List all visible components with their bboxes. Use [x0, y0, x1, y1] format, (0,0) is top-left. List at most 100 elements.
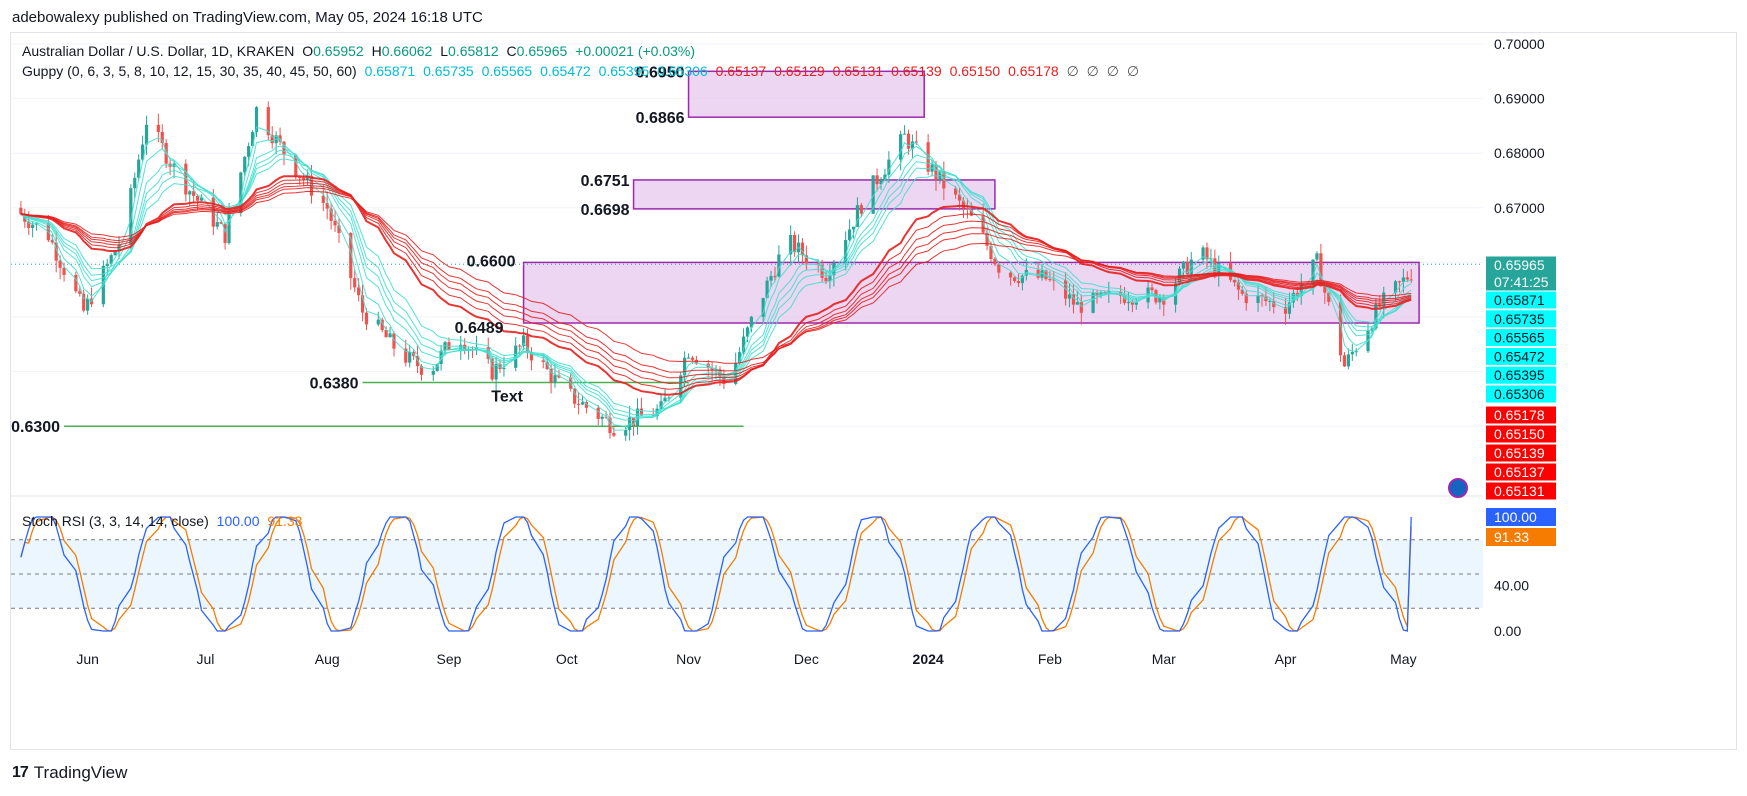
candle-body [518, 345, 522, 347]
candle-body [388, 333, 392, 338]
candle-body [1091, 292, 1095, 313]
candle-body [1268, 300, 1272, 302]
candle-body [133, 177, 137, 189]
candle-body [765, 280, 769, 298]
time-axis-label: Dec [794, 651, 819, 667]
time-axis-label: Oct [556, 651, 578, 667]
candle-body [270, 135, 274, 144]
candle-body [639, 408, 644, 416]
candle-body [392, 333, 396, 349]
candle-body [792, 234, 797, 253]
candle [1217, 255, 1221, 287]
candle-body [549, 368, 553, 383]
candle [408, 344, 412, 368]
guppy-short-badge-text: 0.65395 [1494, 367, 1545, 383]
annotation-label: 0.6600 [467, 253, 516, 270]
candle [321, 184, 325, 212]
candle-body [490, 358, 494, 380]
candle-body [195, 195, 200, 201]
guppy-short-6: 0.65306 [657, 63, 708, 79]
open-value: 0.65952 [313, 43, 364, 59]
candle-body [584, 402, 589, 408]
candle-body [360, 295, 365, 313]
candle-body [576, 403, 581, 405]
last-price-badge-text: 0.65965 [1494, 257, 1545, 273]
candle-body [129, 188, 133, 245]
candle-body [266, 107, 270, 136]
guppy-short-1: 0.65871 [364, 63, 416, 79]
candle-body [875, 175, 879, 185]
stoch-k-badge-text: 100.00 [1494, 509, 1537, 525]
candle-body [1315, 253, 1319, 260]
candle-body [1016, 280, 1021, 284]
candle-body [27, 221, 31, 228]
candle [1354, 348, 1358, 357]
candle-body [961, 200, 966, 209]
candle [855, 197, 860, 227]
guppy-long-1: 0.65137 [715, 63, 767, 79]
candle-body [1354, 351, 1358, 353]
candle [89, 287, 94, 308]
candle-body [137, 159, 141, 178]
candle [1016, 273, 1021, 287]
candle-body [749, 316, 753, 328]
guppy-long-badge-text: 0.65178 [1494, 407, 1545, 423]
candle [467, 346, 471, 360]
guppy-long-badge-bg [1486, 444, 1556, 462]
candle-body [31, 224, 35, 228]
stoch-d-value: 91.33 [267, 513, 303, 529]
candle-body [1071, 294, 1076, 305]
candle-body [1323, 286, 1327, 293]
candle [474, 335, 479, 356]
candle-body [1382, 292, 1386, 307]
time-axis-label: Jul [196, 651, 214, 667]
guppy-short-badge: 0.65565 [1486, 329, 1556, 347]
candle-body [1401, 277, 1405, 282]
last-price-badge-bg [1486, 256, 1556, 274]
guppy-long-ema-3 [20, 182, 1412, 385]
guppy-short-badge: 0.65735 [1486, 310, 1556, 328]
candle-body [887, 159, 891, 175]
candle-body [529, 351, 534, 361]
candle [910, 134, 915, 158]
candle-body [521, 335, 526, 347]
candle-body [1158, 297, 1162, 303]
candle [1283, 297, 1288, 325]
candle-body [243, 156, 247, 173]
stoch-tick-label: 0.00 [1494, 623, 1521, 639]
candle-body [934, 164, 938, 180]
guppy-long-badge-text: 0.65131 [1494, 483, 1545, 499]
candle-body [160, 131, 164, 144]
candle [1346, 348, 1350, 370]
annotation-label: 0.6489 [455, 320, 504, 337]
annotation-label: 0.6751 [581, 173, 630, 190]
candle-body [305, 175, 310, 180]
candle-body [357, 287, 361, 296]
candle [1350, 343, 1354, 361]
candle-body [741, 336, 746, 353]
stoch-legend: Stoch RSI (3, 3, 14, 14, close) 100.00 9… [22, 513, 302, 529]
candle-body [710, 367, 714, 371]
zone-3 [522, 261, 1420, 324]
candle [329, 202, 333, 230]
guppy-short-badge-text: 0.65306 [1494, 386, 1545, 402]
candle [965, 198, 970, 219]
candle [1091, 289, 1095, 314]
candle-body [604, 416, 608, 418]
candle-body [74, 275, 78, 292]
candle [404, 339, 408, 367]
candle [1079, 294, 1083, 325]
candle-body [1287, 302, 1292, 314]
candle-body [745, 327, 750, 337]
candle-body [62, 267, 66, 276]
candle-body [353, 278, 357, 288]
candle-body [192, 191, 196, 196]
footer-brand[interactable]: 17 TradingView [12, 763, 127, 783]
candle-body [443, 342, 447, 351]
candle-body [294, 154, 298, 177]
candle-body [969, 209, 973, 216]
candle [250, 130, 255, 147]
candle [50, 234, 54, 245]
change-value: +0.00021 (+0.03%) [575, 43, 696, 59]
